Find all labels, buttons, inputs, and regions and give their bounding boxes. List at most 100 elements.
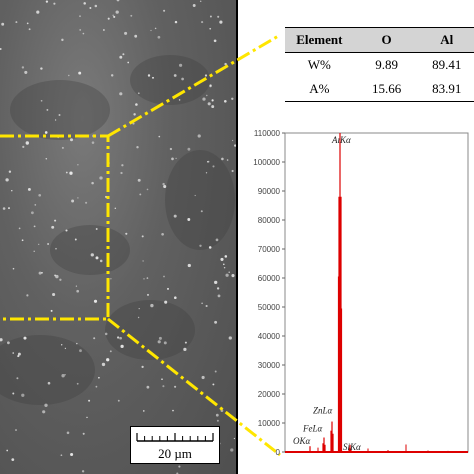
sem-particle <box>158 135 161 138</box>
sem-particle <box>116 0 120 2</box>
sem-particle <box>110 74 114 77</box>
sem-particle <box>17 352 21 356</box>
sem-particle <box>209 84 212 87</box>
sem-particle <box>75 285 78 287</box>
header-element: Element <box>296 32 343 47</box>
sem-particle <box>36 10 40 14</box>
sem-particle <box>12 267 15 270</box>
sem-particle <box>74 238 77 241</box>
sem-particle <box>79 349 82 353</box>
sem-particle <box>120 344 124 349</box>
sem-particle <box>231 274 235 278</box>
sem-particle <box>45 0 49 3</box>
sem-particle <box>77 164 79 166</box>
panel-divider <box>236 0 238 474</box>
sem-particle <box>77 197 79 199</box>
sem-particle <box>187 218 191 221</box>
sem-particle <box>231 97 234 100</box>
sem-particle <box>54 119 57 121</box>
sem-particle <box>220 257 224 261</box>
sem-particle <box>161 378 163 381</box>
sem-particle <box>50 309 53 312</box>
sem-particle <box>173 74 177 77</box>
callout-line-top <box>107 33 281 138</box>
sem-particle <box>173 214 177 218</box>
sem-particle <box>6 341 10 345</box>
sem-particle <box>107 17 110 20</box>
sem-particle <box>175 157 177 160</box>
y-tick-label: 80000 <box>258 216 281 225</box>
sem-particle <box>46 108 49 111</box>
scale-ruler <box>136 433 214 442</box>
sem-particle <box>117 336 120 339</box>
sem-particle <box>138 308 140 310</box>
sem-particle <box>76 382 79 385</box>
sem-particle <box>98 376 100 379</box>
y-tick-label: 50000 <box>258 303 281 312</box>
sem-particle <box>95 228 98 230</box>
sem-particle <box>120 171 123 175</box>
sem-particle <box>119 336 122 340</box>
sem-particle <box>16 377 19 380</box>
sem-particle <box>157 35 161 39</box>
sem-particle <box>187 263 191 268</box>
sem-particle <box>212 165 215 168</box>
sem-particle <box>152 76 154 79</box>
sem-particle <box>12 352 14 354</box>
sem-particle <box>207 102 211 106</box>
sem-particle <box>66 431 70 435</box>
sem-particle <box>40 67 43 70</box>
sem-particle <box>179 63 183 67</box>
sem-particle <box>122 53 125 56</box>
callout-line-bottom <box>107 317 281 457</box>
sem-particle <box>64 374 66 376</box>
sem-particle <box>139 193 142 196</box>
sem-particle <box>44 131 48 134</box>
sem-particle <box>161 232 164 236</box>
sem-particle <box>141 235 144 238</box>
sem-particle <box>133 113 136 116</box>
sem-particle <box>64 347 67 350</box>
table-row: W% 9.89 89.41 <box>285 53 474 78</box>
y-tick-label: 0 <box>276 448 281 457</box>
table-row: A% 15.66 83.91 <box>285 77 474 102</box>
sem-particle <box>205 172 208 174</box>
sem-particle <box>164 300 168 304</box>
sem-particle <box>146 385 150 389</box>
sem-particle <box>124 31 128 35</box>
sem-particle <box>224 255 228 258</box>
sem-particle <box>169 147 173 151</box>
y-tick-label: 60000 <box>258 274 281 283</box>
sem-particle <box>135 103 138 106</box>
sem-particle <box>194 194 196 197</box>
sem-particle <box>146 277 149 279</box>
cell-o: 15.66 <box>371 81 402 96</box>
sem-particle <box>214 280 218 285</box>
sem-particle <box>86 416 88 419</box>
sem-particle <box>38 271 42 275</box>
sem-particle <box>11 458 15 461</box>
sem-particle <box>40 99 43 102</box>
sem-particle <box>215 413 219 417</box>
sem-particle <box>167 287 169 290</box>
sem-micrograph <box>0 0 236 474</box>
sem-particle <box>147 74 151 77</box>
sem-particle <box>209 27 212 30</box>
sem-particle <box>204 74 208 77</box>
sem-particle <box>91 141 95 144</box>
sem-particle <box>11 190 13 192</box>
sem-particle <box>199 0 202 2</box>
sem-particle <box>93 337 96 340</box>
sem-particle <box>163 9 166 12</box>
sem-particle <box>205 304 208 308</box>
sem-particle <box>127 61 130 64</box>
sem-particle <box>217 15 220 18</box>
composition-table: Element O Al W% 9.89 89.41 A% 15.66 83.9… <box>285 27 474 102</box>
sem-particle <box>174 385 177 388</box>
sem-particle <box>200 210 203 213</box>
sem-particle <box>47 243 50 245</box>
sem-particle <box>201 375 205 380</box>
sem-particle <box>234 144 236 147</box>
sem-particle <box>137 178 141 182</box>
